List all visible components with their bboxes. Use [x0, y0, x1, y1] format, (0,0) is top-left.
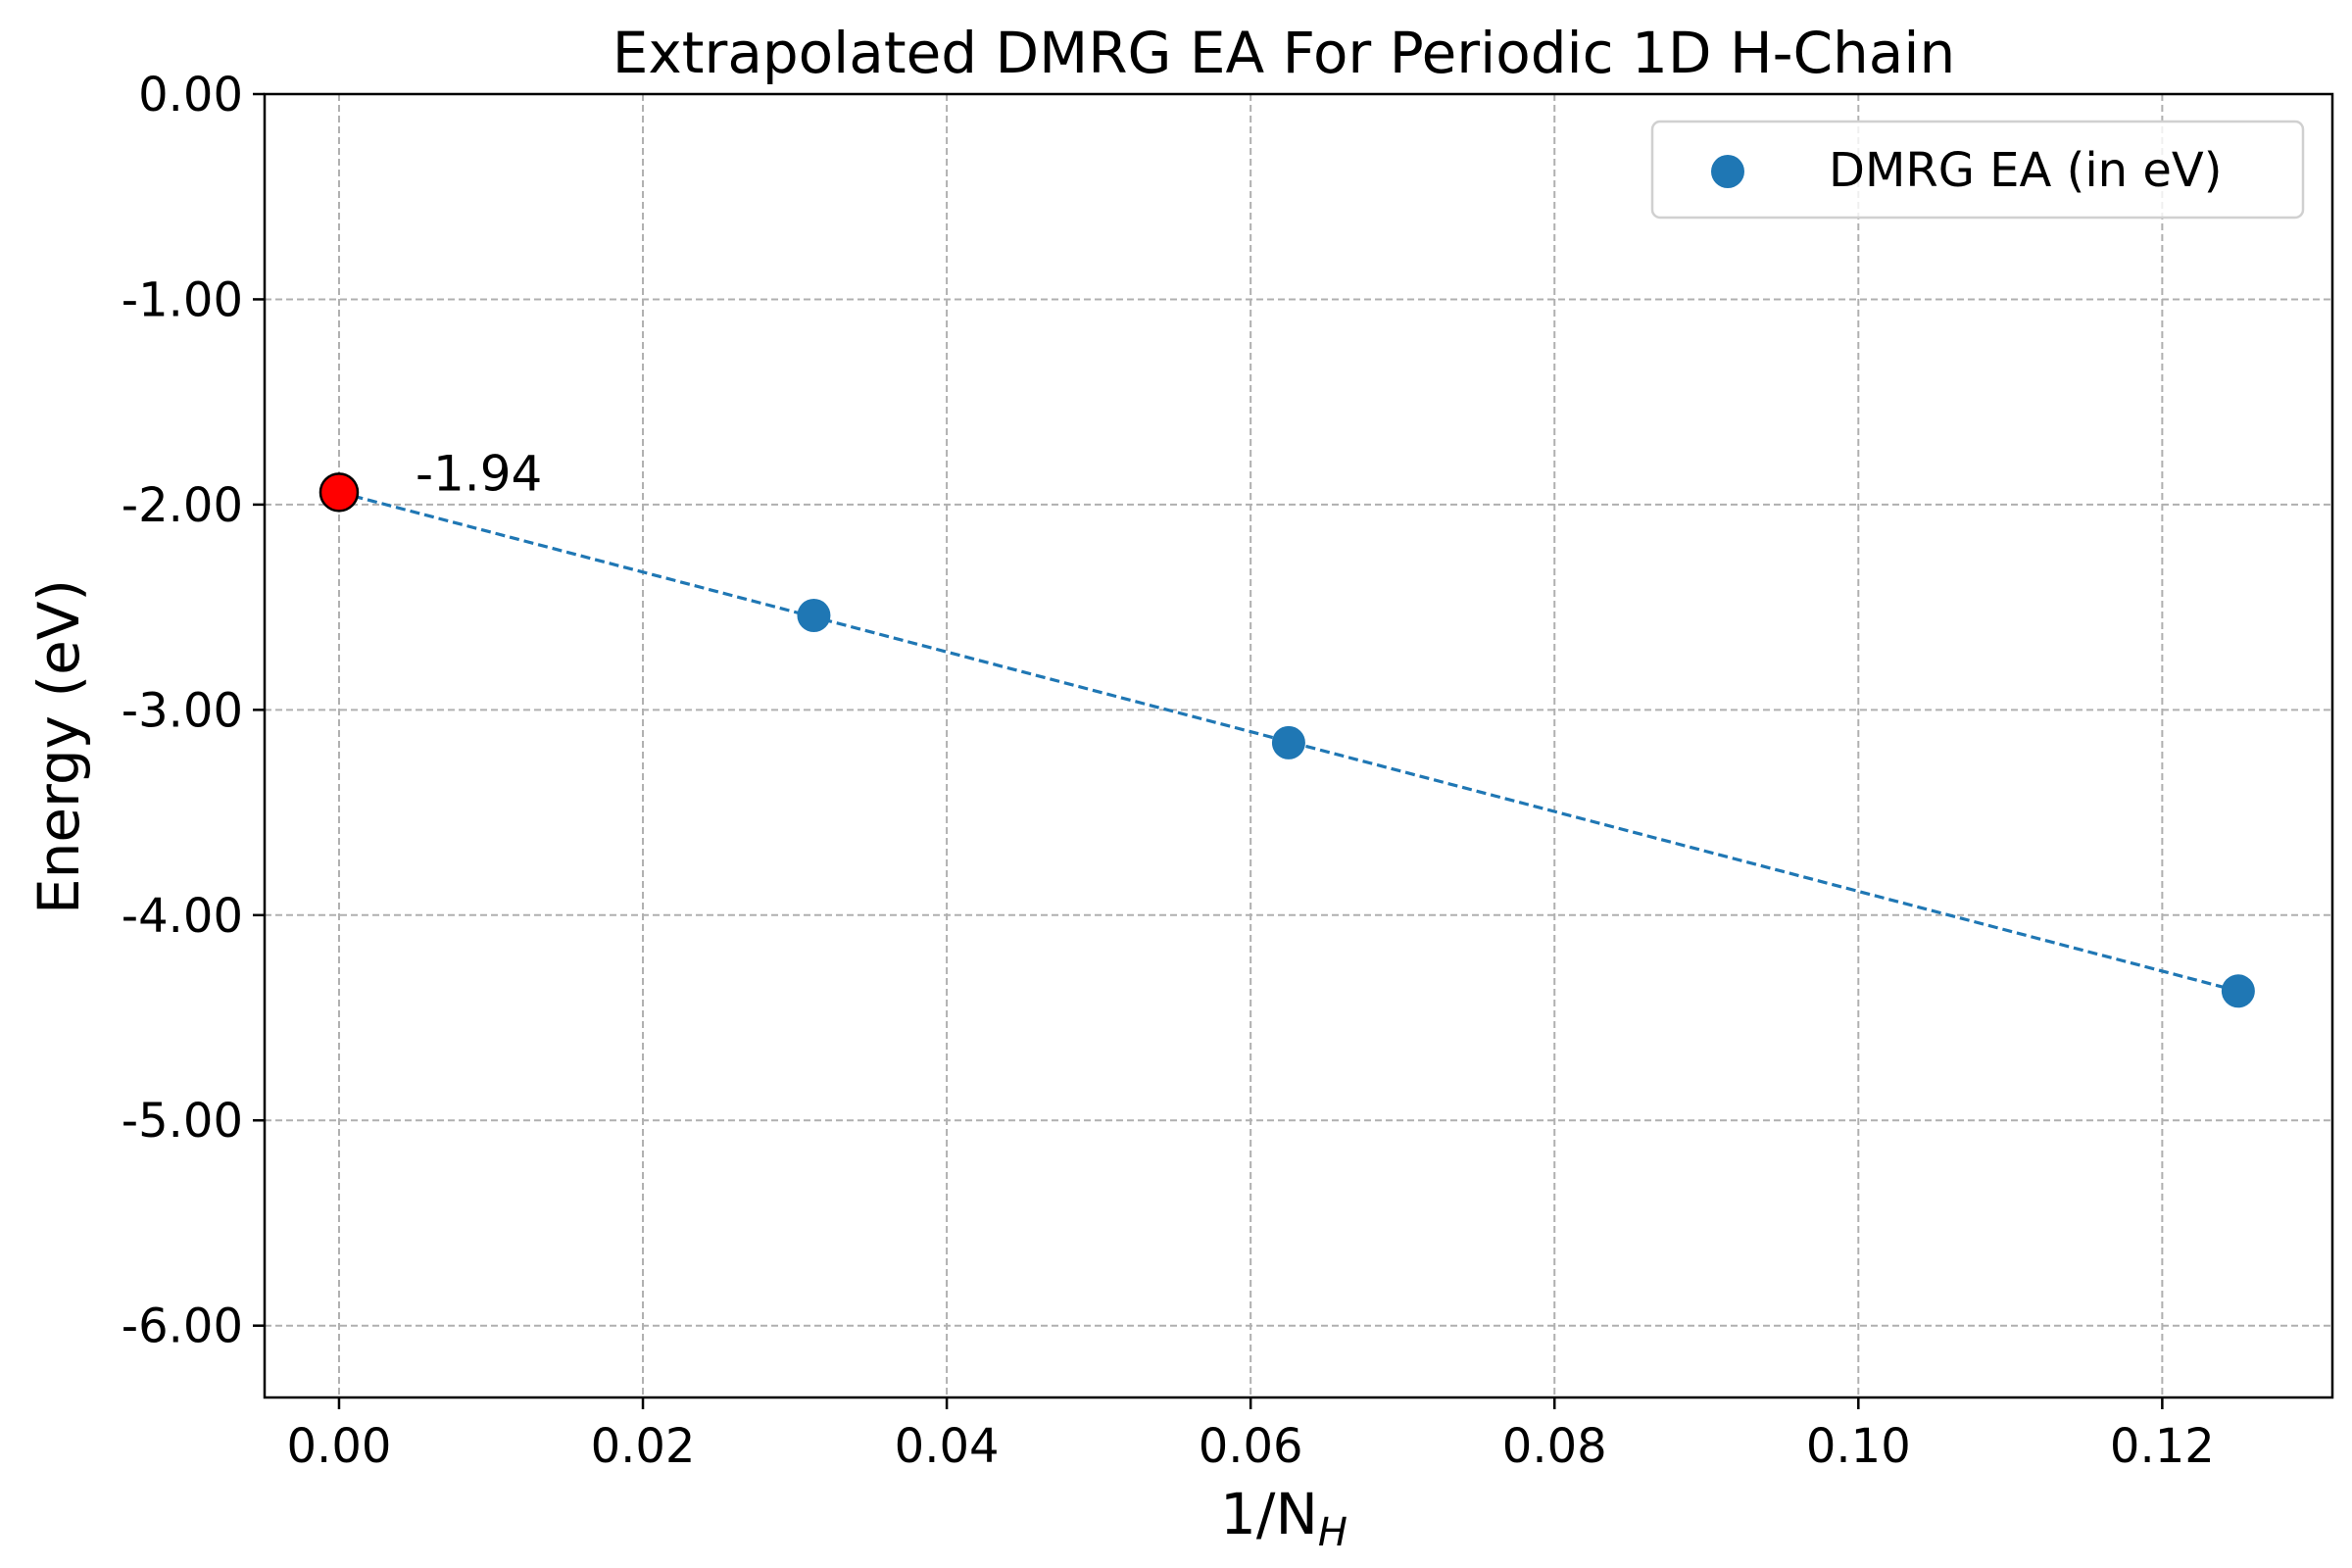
extrapolated-value-label: -1.94: [416, 445, 542, 502]
x-axis-label-main: 1/N: [1220, 1481, 1318, 1547]
data-point: [797, 599, 831, 632]
grid-layer: [265, 93, 2332, 1397]
legend-box: [1650, 120, 2305, 220]
x-tick-label: 0.10: [1806, 1419, 1911, 1474]
x-tick-label: 0.08: [1502, 1419, 1607, 1474]
legend: DMRG EA (in eV): [1650, 120, 2305, 220]
y-tick-label: -3.00: [122, 683, 243, 738]
x-axis-label: 1/NH: [1220, 1481, 1348, 1555]
extrapolated-point: [318, 472, 360, 513]
axes-frame: [263, 92, 2334, 1399]
legend-label: DMRG EA (in eV): [1829, 143, 2222, 198]
y-axis-label: Energy (eV): [25, 579, 92, 914]
ticks-layer: 0.00 0.02 0.04 0.06 0.08 0.10 0.12 0.00 -1.00 -2.…: [122, 68, 2215, 1474]
x-tick-label: 0.04: [895, 1419, 1000, 1474]
fit-layer: [338, 490, 2239, 993]
x-axis-label-sub: H: [1318, 1510, 1348, 1555]
x-tick-label: 0.02: [591, 1419, 696, 1474]
y-tick-label: -4.00: [122, 889, 243, 944]
y-tick-label: 0.00: [138, 68, 243, 122]
fit-line: [338, 490, 2239, 993]
x-tick-label: 0.00: [287, 1419, 392, 1474]
y-tick-label: -5.00: [122, 1094, 243, 1149]
y-tick-label: -2.00: [122, 478, 243, 533]
data-point: [1271, 725, 1305, 760]
x-tick-label: 0.06: [1199, 1419, 1303, 1474]
x-tick-label: 0.12: [2110, 1419, 2215, 1474]
points-layer: [318, 472, 2255, 1008]
data-point: [2221, 974, 2255, 1008]
legend-marker: [1711, 155, 1744, 188]
y-tick-label: -1.00: [122, 272, 243, 327]
y-tick-label: -6.00: [122, 1299, 243, 1354]
chart-title: Extrapolated DMRG EA For Periodic 1D H-C…: [612, 20, 1955, 86]
